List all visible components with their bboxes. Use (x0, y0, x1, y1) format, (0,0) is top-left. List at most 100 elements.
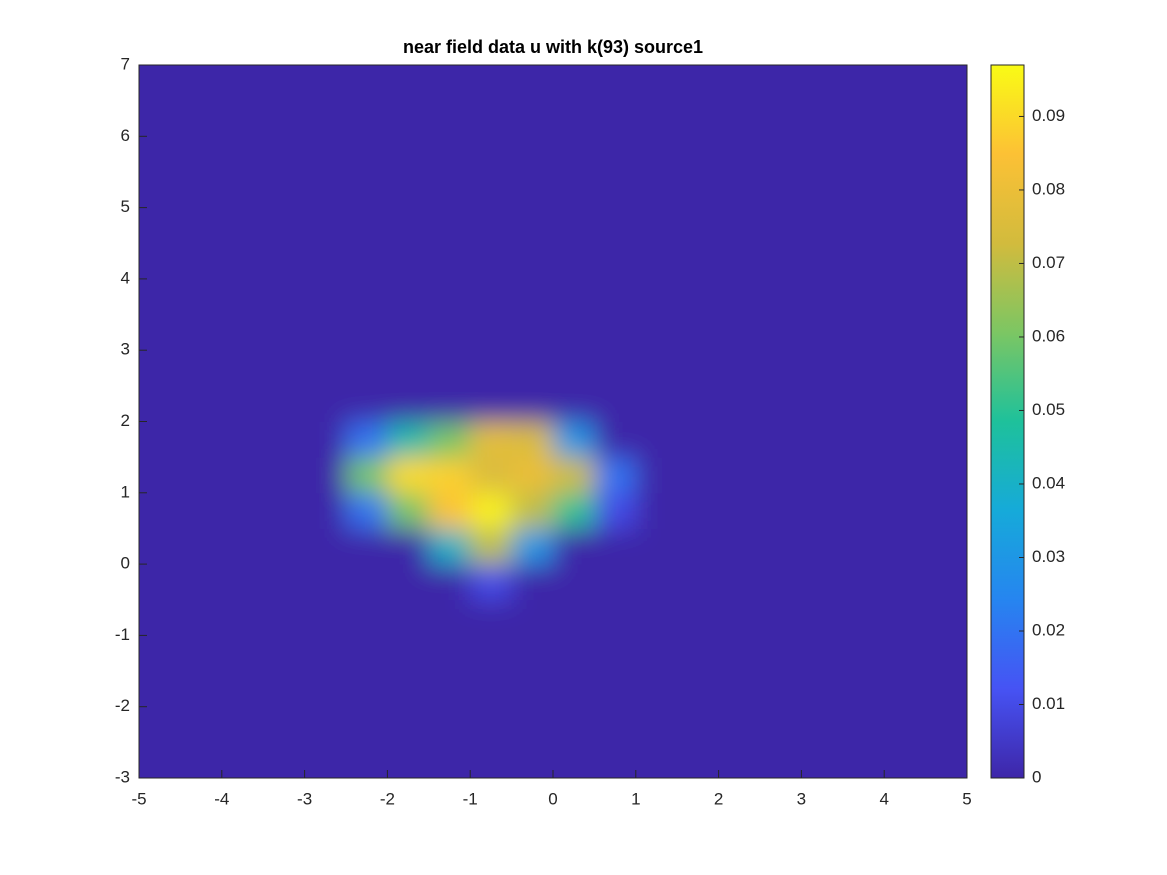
heatmap-cell (470, 314, 513, 351)
heatmap-cell (760, 314, 802, 351)
colorbar-tick-label: 0.07 (1032, 253, 1065, 272)
heatmap-cell (594, 742, 637, 778)
heatmap-cell (221, 742, 264, 778)
heatmap-cell (180, 599, 223, 636)
heatmap-cell (263, 528, 306, 565)
heatmap-cell (221, 207, 264, 244)
heatmap-cell (387, 314, 430, 351)
heatmap-cell (801, 671, 844, 708)
colorbar-tick-label: 0.01 (1032, 694, 1065, 713)
heatmap-cell (594, 671, 637, 708)
heatmap-cell (801, 599, 844, 636)
heatmap-cell (718, 635, 761, 672)
heatmap-cell (925, 742, 967, 778)
heatmap-cell (511, 671, 554, 708)
heatmap-cell (635, 350, 678, 387)
heatmap-cell (594, 635, 637, 672)
heatmap-cell (842, 742, 885, 778)
heatmap-cell (304, 492, 347, 529)
heatmap-cell (925, 171, 967, 209)
heatmap-cell (139, 421, 181, 458)
heatmap-cell (842, 671, 885, 708)
heatmap-cell (677, 314, 720, 351)
heatmap-cell (884, 492, 927, 529)
heatmap-cell (718, 564, 761, 601)
heatmap-cell (387, 421, 430, 458)
heatmap (139, 65, 967, 778)
heatmap-cell (842, 457, 885, 494)
heatmap-cell (180, 350, 223, 387)
heatmap-cell (221, 243, 264, 280)
heatmap-cell (263, 243, 306, 280)
heatmap-cell (346, 314, 388, 351)
heatmap-cell (677, 528, 720, 565)
heatmap-cell (511, 742, 554, 778)
heatmap-cell (594, 385, 637, 422)
heatmap-cell (470, 350, 513, 387)
heatmap-cell (263, 599, 306, 636)
heatmap-cell (511, 207, 554, 244)
heatmap-cell (511, 635, 554, 672)
heatmap-cell (801, 278, 844, 316)
heatmap-cell (718, 207, 761, 244)
heatmap-cell (801, 635, 844, 672)
heatmap-cell (221, 278, 264, 316)
heatmap-cell (139, 314, 181, 351)
heatmap-cell (553, 635, 595, 672)
heatmap-cell (635, 171, 678, 209)
heatmap-cell (263, 385, 306, 422)
heatmap-cell (263, 421, 306, 458)
heatmap-cell (635, 457, 678, 494)
heatmap-cell (221, 706, 264, 743)
heatmap-cell (760, 564, 802, 601)
y-tick-label: 4 (121, 268, 130, 287)
heatmap-cell (180, 528, 223, 565)
heatmap-cell (677, 671, 720, 708)
heatmap-cell (801, 136, 844, 173)
heatmap-cell (884, 350, 927, 387)
heatmap-cell (304, 706, 347, 743)
heatmap-cell (180, 457, 223, 494)
heatmap-cell (677, 742, 720, 778)
heatmap-cell (470, 492, 513, 529)
heatmap-cell (842, 100, 885, 137)
heatmap-cell (718, 278, 761, 316)
heatmap-cell (304, 671, 347, 708)
heatmap-cell (594, 171, 637, 209)
heatmap-cell (842, 635, 885, 672)
heatmap-cell (718, 528, 761, 565)
heatmap-cell (677, 350, 720, 387)
heatmap-cell (139, 207, 181, 244)
heatmap-cell (304, 385, 347, 422)
heatmap-cell (139, 671, 181, 708)
colorbar-tick-label: 0.03 (1032, 547, 1065, 566)
heatmap-cell (594, 528, 637, 565)
heatmap-cell (511, 136, 554, 173)
heatmap-cell (635, 385, 678, 422)
heatmap-cell (801, 492, 844, 529)
heatmap-cell (346, 599, 388, 636)
heatmap-cell (635, 243, 678, 280)
heatmap-cell (842, 421, 885, 458)
heatmap-cell (925, 136, 967, 173)
heatmap-cell (387, 207, 430, 244)
heatmap-cell (842, 278, 885, 316)
heatmap-cell (221, 564, 264, 601)
heatmap-cell (221, 457, 264, 494)
heatmap-cell (553, 171, 595, 209)
heatmap-cell (470, 671, 513, 708)
heatmap-cell (884, 136, 927, 173)
heatmap-cell (387, 742, 430, 778)
heatmap-cell (553, 65, 595, 102)
x-tick-label: 3 (797, 789, 806, 808)
heatmap-cell (511, 599, 554, 636)
heatmap-cell (842, 706, 885, 743)
heatmap-cell (594, 457, 637, 494)
heatmap-cell (553, 350, 595, 387)
heatmap-cell (180, 706, 223, 743)
heatmap-cell (180, 564, 223, 601)
heatmap-cell (428, 421, 471, 458)
heatmap-cell (760, 599, 802, 636)
heatmap-cell (842, 243, 885, 280)
heatmap-cell (925, 385, 967, 422)
